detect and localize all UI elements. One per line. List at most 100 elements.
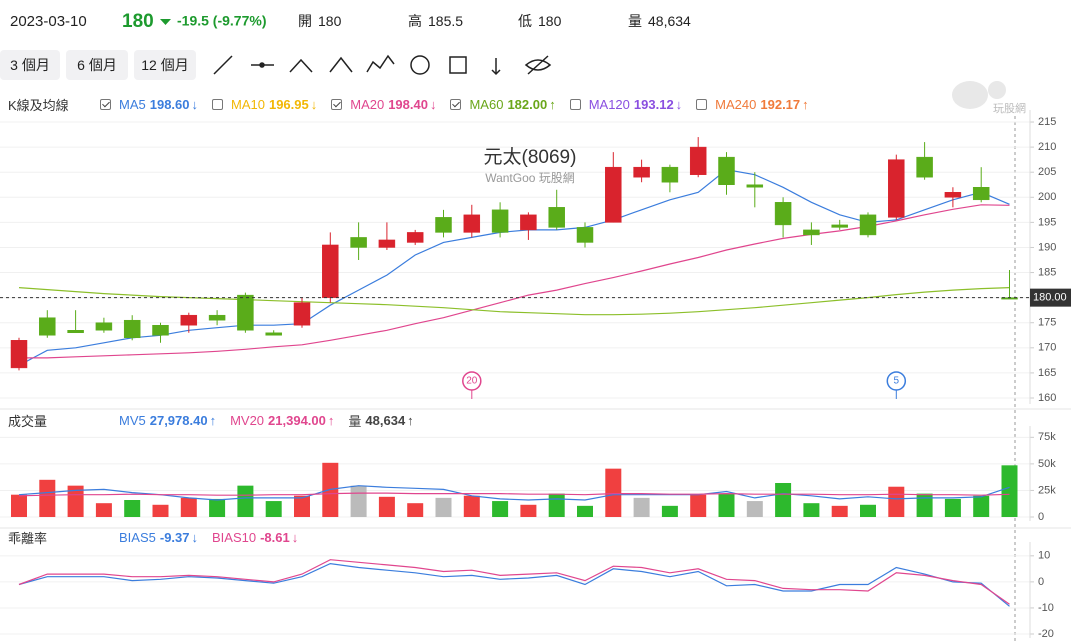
y-tick-label: -20: [1038, 628, 1054, 640]
volume-bar: [378, 496, 395, 517]
indicator-value: 193.12: [633, 97, 674, 112]
indicator-name: MV5: [119, 413, 146, 428]
range-button[interactable]: 3 個月: [0, 50, 60, 80]
stat-label: 低: [518, 13, 532, 29]
stat-value: 180: [538, 13, 562, 29]
tool-abcd[interactable]: [366, 54, 395, 73]
indicator: BIAS5 -9.37 ↓: [119, 530, 198, 545]
candle-body: [576, 227, 594, 243]
stat-label: 高: [408, 13, 422, 29]
down-triangle: [160, 19, 171, 25]
checkbox[interactable]: [331, 99, 343, 110]
candle-body: [463, 214, 481, 233]
tool-caret[interactable]: [289, 58, 313, 73]
indicator-name: MA20: [350, 97, 385, 112]
marker: [462, 371, 482, 391]
tool-abc[interactable]: [329, 56, 353, 73]
indicator-arrow: ↓: [675, 97, 683, 112]
volume-bar: [180, 497, 197, 517]
range-button[interactable]: 12 個月: [134, 50, 196, 80]
y-tick-label: 170: [1038, 342, 1056, 354]
y-tick-label: -10: [1038, 602, 1054, 614]
y-tick-label: 175: [1038, 317, 1056, 329]
y-tick-label: 10: [1038, 550, 1050, 562]
last-price-box: [1030, 288, 1071, 307]
tool-rect[interactable]: [449, 56, 467, 74]
volume-bar: [520, 504, 537, 517]
indicator-arrow: ↓: [191, 97, 199, 112]
candle-body: [322, 244, 339, 298]
y-tick-label: 205: [1038, 166, 1056, 178]
indicator-arrow: ↑: [209, 413, 217, 428]
price: 180: [122, 11, 154, 32]
candle-body: [350, 237, 367, 248]
volume-bar: [463, 495, 480, 517]
stat: 低 180: [518, 13, 562, 29]
checkbox[interactable]: [696, 99, 708, 110]
volume-bar: [690, 494, 707, 517]
candle-body: [859, 214, 877, 236]
y-tick-label: 25k: [1038, 484, 1056, 496]
candle-body: [520, 214, 537, 231]
tool-circle[interactable]: [410, 55, 430, 75]
volume-bar: [237, 485, 254, 517]
series-line: [18, 559, 1010, 605]
candle-body: [265, 332, 282, 336]
indicator-arrow: ↑: [802, 97, 809, 112]
chart-title: 元太(8069): [484, 146, 577, 168]
indicator-arrow: ↓: [291, 530, 299, 545]
volume-bar: [350, 485, 367, 517]
tool-line[interactable]: [213, 55, 233, 75]
marker: [886, 371, 907, 391]
candle-body: [661, 166, 679, 183]
stat-value: 185.5: [428, 13, 463, 29]
chart-subtitle: WantGoo 玩股網: [485, 171, 575, 185]
indicator-name: MA5: [119, 97, 146, 112]
candle-body: [746, 184, 764, 188]
indicator-name: MA10: [231, 97, 265, 112]
stat-label: 開: [298, 13, 312, 29]
indicator: BIAS10 -8.61 ↓: [212, 530, 298, 545]
candle-body: [10, 340, 28, 369]
candle-body: [972, 187, 990, 201]
logo: 玩股網: [952, 81, 1026, 115]
candle-body: [944, 192, 962, 198]
candle-body: [888, 159, 905, 218]
volume-bar: [577, 505, 593, 517]
indicator-value: -9.37: [159, 530, 190, 545]
volume-bar: [152, 504, 169, 517]
volume-bar: [11, 494, 27, 517]
checkbox[interactable]: [100, 99, 111, 110]
indicator-name: BIAS10: [212, 530, 257, 545]
volume-bar: [888, 486, 905, 517]
checkbox[interactable]: [212, 99, 223, 110]
volume-bar: [831, 505, 848, 517]
stat-value: 48,634: [648, 13, 691, 29]
y-tick-label: 160: [1038, 392, 1056, 404]
volume-bar: [265, 501, 282, 517]
indicator-name: MA120: [588, 97, 630, 112]
panel-label: 成交量: [8, 414, 48, 429]
candle-body: [548, 207, 565, 228]
volume-bar: [605, 468, 622, 517]
toolbar: [213, 54, 552, 76]
indicator-value: 198.60: [149, 97, 190, 112]
y-tick-label: 50k: [1038, 458, 1056, 470]
logo-text: 玩股網: [993, 101, 1026, 115]
candle-body: [633, 166, 650, 178]
candle-body: [180, 314, 198, 326]
volume-bar: [860, 504, 876, 517]
series-line: [19, 204, 1010, 359]
volume-bar: [633, 497, 650, 517]
range-button[interactable]: 6 個月: [66, 50, 128, 80]
y-tick-label: 210: [1038, 141, 1056, 153]
stat: 量 48,634: [628, 13, 691, 29]
checkbox[interactable]: [450, 99, 462, 110]
indicator-name: 量: [348, 414, 362, 429]
checkbox[interactable]: [569, 99, 581, 110]
stat-value: 180: [318, 13, 342, 29]
panel-label: K線及均線: [8, 98, 69, 113]
candle-body: [123, 319, 141, 339]
